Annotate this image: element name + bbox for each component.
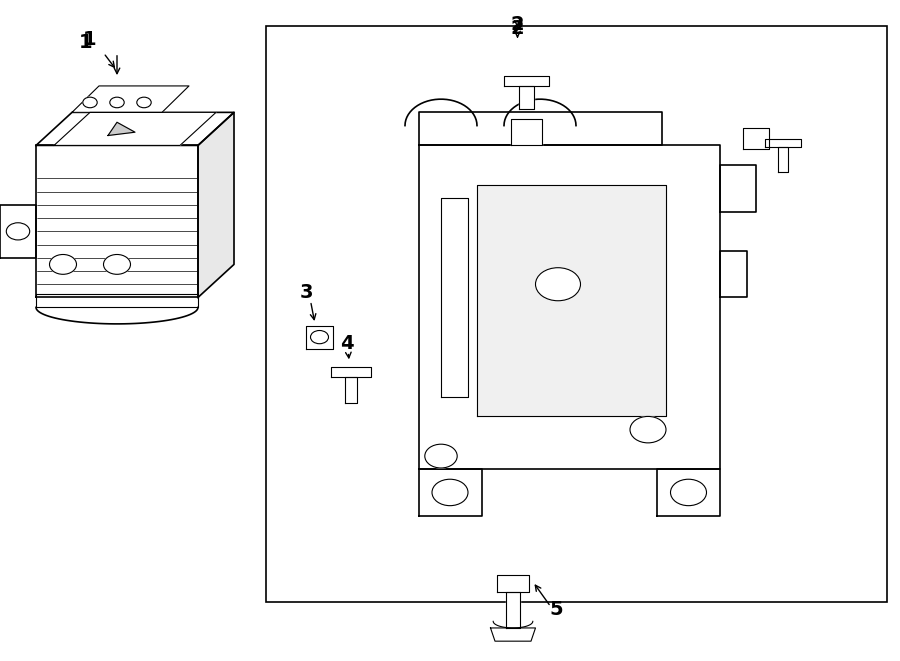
Text: 2: 2	[510, 15, 525, 34]
Circle shape	[83, 97, 97, 108]
Circle shape	[6, 223, 30, 240]
Polygon shape	[743, 128, 769, 149]
Polygon shape	[477, 185, 666, 416]
Text: 2: 2	[510, 19, 525, 38]
Polygon shape	[519, 86, 534, 109]
Polygon shape	[0, 205, 36, 258]
Circle shape	[50, 254, 76, 274]
Polygon shape	[36, 294, 198, 307]
Circle shape	[536, 268, 580, 301]
Circle shape	[137, 97, 151, 108]
Polygon shape	[36, 112, 234, 145]
Polygon shape	[720, 251, 747, 297]
Polygon shape	[108, 122, 135, 136]
Polygon shape	[720, 165, 756, 212]
Circle shape	[104, 254, 130, 274]
Text: 1: 1	[83, 30, 97, 49]
Polygon shape	[497, 575, 529, 592]
Polygon shape	[306, 326, 333, 349]
Polygon shape	[657, 469, 720, 516]
Text: 3: 3	[299, 283, 313, 301]
Circle shape	[310, 330, 328, 344]
Polygon shape	[198, 112, 234, 297]
Polygon shape	[511, 119, 542, 145]
Polygon shape	[491, 628, 536, 641]
Circle shape	[110, 97, 124, 108]
Text: 1: 1	[78, 34, 93, 52]
Polygon shape	[418, 145, 720, 469]
Polygon shape	[418, 469, 482, 516]
Polygon shape	[72, 86, 189, 112]
Polygon shape	[345, 377, 357, 403]
Polygon shape	[506, 592, 520, 628]
Polygon shape	[331, 367, 371, 377]
Circle shape	[630, 416, 666, 443]
Polygon shape	[778, 147, 788, 172]
Circle shape	[432, 479, 468, 506]
Circle shape	[425, 444, 457, 468]
Circle shape	[670, 479, 706, 506]
Text: 5: 5	[549, 600, 563, 619]
Polygon shape	[765, 139, 801, 147]
Bar	[266, 26, 886, 602]
Text: 4: 4	[339, 334, 354, 353]
Polygon shape	[54, 112, 216, 145]
Polygon shape	[36, 145, 198, 297]
Polygon shape	[504, 76, 549, 86]
Polygon shape	[418, 112, 662, 145]
